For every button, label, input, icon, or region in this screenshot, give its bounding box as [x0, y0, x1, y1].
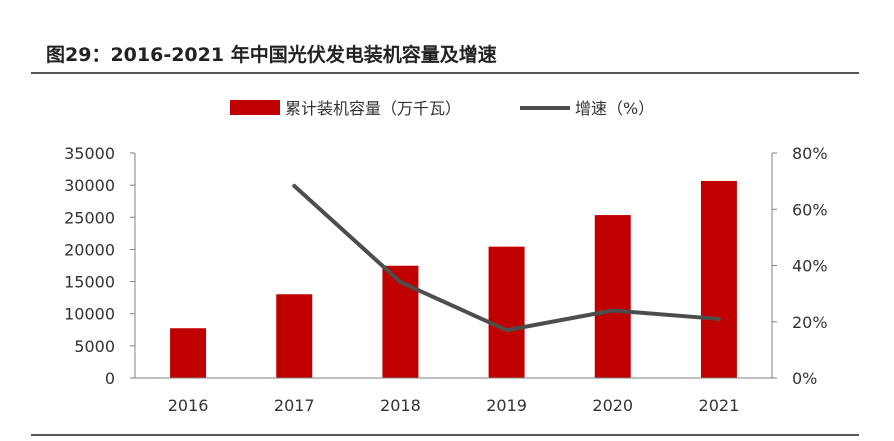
left-axis: 0 5000 10000 15000 20000 25000 30000 35000	[64, 144, 136, 388]
bar	[488, 246, 525, 378]
x-axis: 2016 2017 2018 2019 2020 2021	[135, 377, 772, 415]
left-axis-tick-label: 15000	[64, 273, 115, 292]
left-axis-tick-label: 30000	[64, 176, 115, 195]
chart-title: 图29：2016-2021 年中国光伏发电装机容量及增速	[46, 44, 497, 66]
x-axis-tick-label: 2017	[274, 396, 315, 415]
right-axis-tick-label: 60%	[792, 200, 828, 219]
bar	[170, 328, 207, 378]
bar	[276, 294, 313, 378]
left-axis-tick-label: 35000	[64, 144, 115, 163]
bar	[382, 265, 419, 378]
x-axis-tick-label: 2019	[486, 396, 527, 415]
legend-bar-swatch	[230, 100, 280, 115]
right-axis-tick-label: 20%	[792, 313, 828, 332]
x-axis-tick-label: 2020	[592, 396, 633, 415]
right-axis-tick-label: 40%	[792, 257, 828, 276]
left-axis-tick-label: 5000	[74, 337, 115, 356]
bar	[700, 180, 737, 378]
left-axis-tick-label: 20000	[64, 240, 115, 259]
title-divider	[31, 72, 859, 74]
growth-line-series	[292, 183, 721, 333]
left-axis-tick-label: 10000	[64, 305, 115, 324]
right-axis: 0% 20% 40% 60% 80%	[771, 144, 828, 388]
right-axis-tick-label: 0%	[792, 369, 817, 388]
right-axis-tick-label: 80%	[792, 144, 828, 163]
legend-bar-label: 累计装机容量（万千瓦）	[285, 99, 461, 118]
growth-line	[292, 183, 721, 333]
legend-line-label: 增速（%）	[575, 99, 654, 118]
legend: 累计装机容量（万千瓦） 增速（%）	[230, 99, 654, 118]
bottom-divider	[31, 434, 859, 436]
x-axis-tick-label: 2018	[380, 396, 421, 415]
x-axis-tick-label: 2021	[699, 396, 740, 415]
bar	[594, 215, 631, 378]
left-axis-tick-label: 25000	[64, 208, 115, 227]
left-axis-tick-label: 0	[105, 369, 115, 388]
bar-series	[170, 180, 737, 378]
x-axis-tick-label: 2016	[168, 396, 209, 415]
